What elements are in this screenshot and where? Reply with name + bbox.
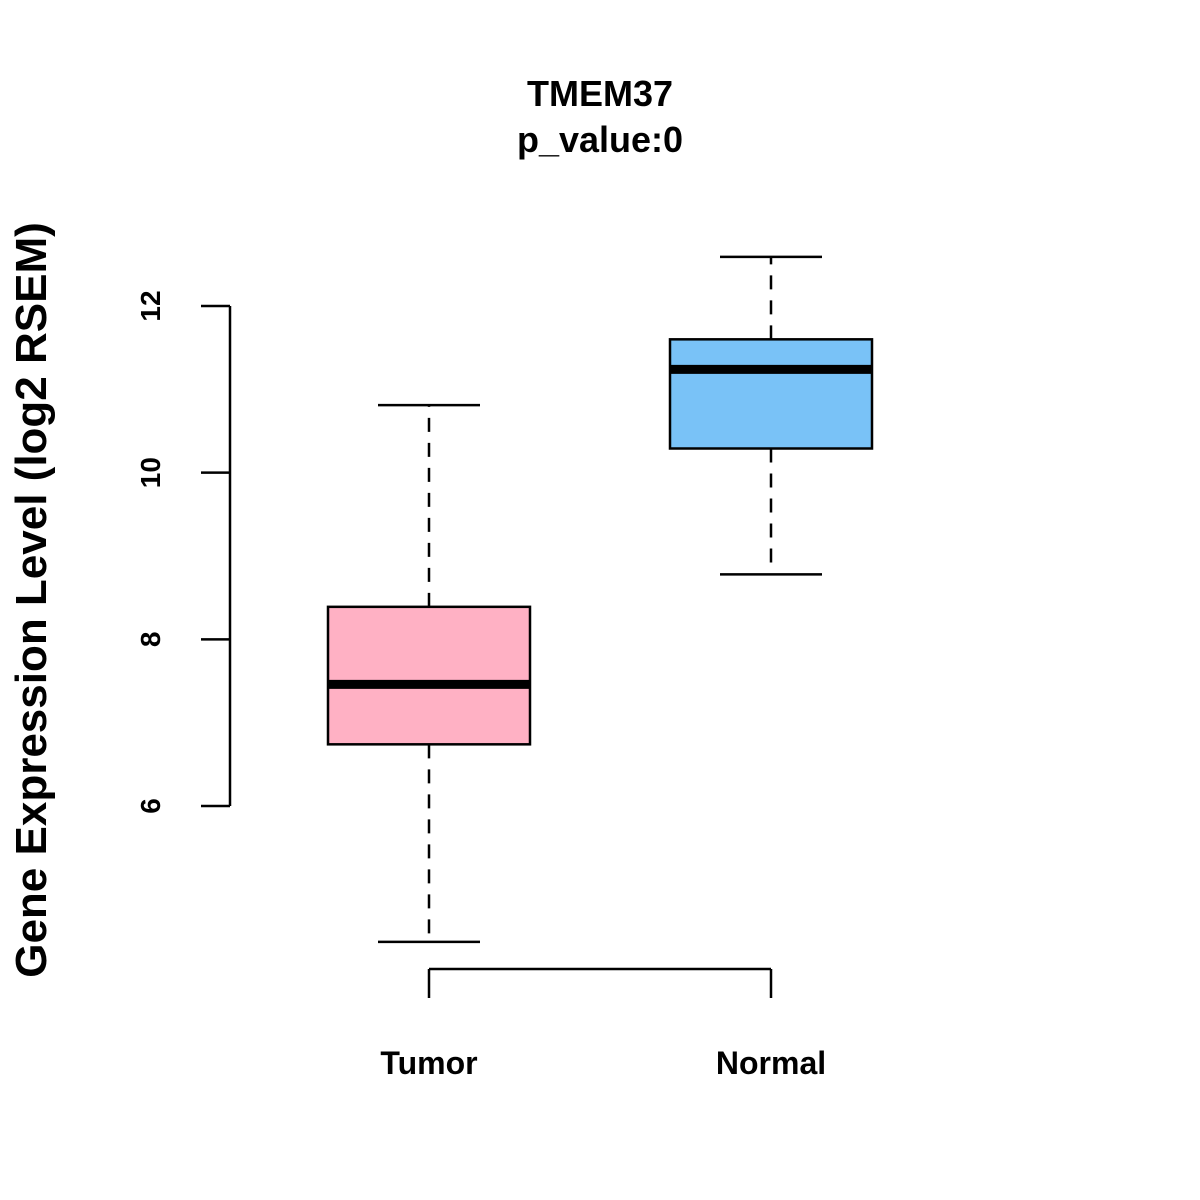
y-tick-label: 8: [135, 632, 166, 648]
iqr-box-normal: [668, 338, 874, 450]
box-normal: [668, 255, 874, 576]
x-axis: Tumor Normal: [380, 967, 826, 1081]
x-tick-label-tumor: Tumor: [380, 1045, 477, 1081]
y-tick-label: 12: [135, 290, 166, 321]
y-tick-label: 6: [135, 798, 166, 814]
y-axis: 6 8 10 12: [135, 290, 232, 814]
x-tick-label-normal: Normal: [716, 1045, 826, 1081]
boxes-group: [326, 255, 874, 944]
iqr-box-tumor: [326, 605, 532, 746]
box-tumor: [326, 403, 532, 944]
chart-title: TMEM37: [527, 73, 673, 114]
y-tick-label: 10: [135, 457, 166, 488]
y-axis-label: Gene Expression Level (log2 RSEM): [7, 222, 56, 978]
chart-subtitle: p_value:0: [517, 119, 683, 160]
